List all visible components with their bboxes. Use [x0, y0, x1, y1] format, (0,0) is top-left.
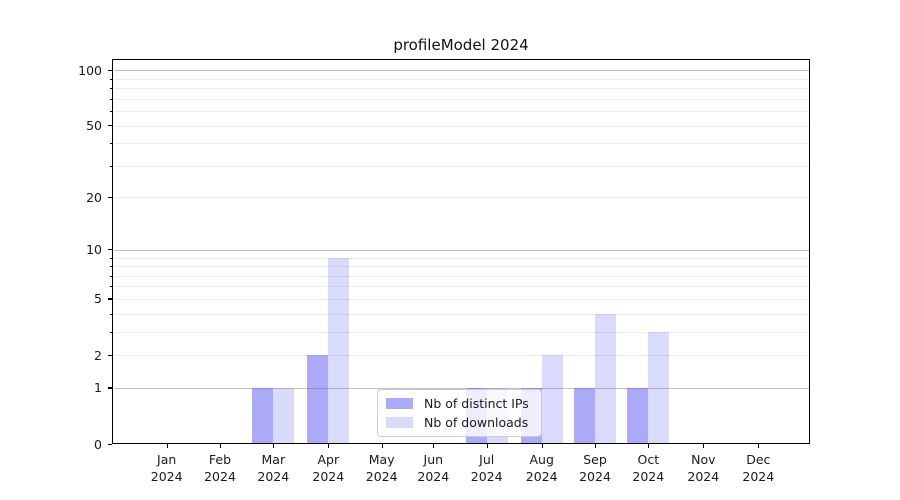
x-tick	[595, 444, 597, 448]
y-tick-label: 2	[94, 347, 102, 363]
legend: Nb of distinct IPs Nb of downloads	[377, 389, 542, 437]
y-minor-tick	[109, 98, 112, 100]
y-minor-tick	[109, 275, 112, 277]
y-minor-tick	[109, 78, 112, 80]
bar-downloads-aug	[541, 355, 563, 444]
x-tick	[166, 444, 168, 448]
bar-downloads-mar	[273, 387, 295, 444]
y-tick-label: 5	[94, 291, 102, 307]
bar-downloads-sep	[595, 313, 616, 444]
y-tick-label: 100	[78, 62, 102, 78]
legend-entry-downloads: Nb of downloads	[386, 415, 533, 430]
legend-label-distinct-ips: Nb of distinct IPs	[424, 396, 529, 411]
y-tick	[108, 387, 112, 389]
y-minor-tick	[109, 286, 112, 288]
legend-swatch-distinct-ips	[386, 398, 413, 409]
y-minor-gridline	[113, 331, 809, 333]
y-tick	[108, 196, 112, 199]
y-tick-label: 50	[86, 118, 102, 134]
x-tick-label: Apr 2024	[312, 452, 345, 484]
x-tick	[220, 444, 222, 448]
x-tick-label: Feb 2024	[204, 452, 236, 484]
bar-distinct-ips-sep	[574, 387, 595, 444]
y-minor-gridline	[113, 355, 809, 357]
x-tick-label: Jul 2024	[470, 452, 503, 484]
x-tick	[541, 444, 543, 448]
x-tick-label: Jan 2024	[150, 452, 183, 484]
y-tick	[108, 298, 112, 300]
y-major-gridline	[113, 387, 809, 389]
bar-distinct-ips-oct	[627, 387, 649, 444]
y-minor-tick	[109, 143, 112, 145]
x-tick	[273, 444, 275, 448]
x-tick-label: Aug 2024	[525, 452, 558, 484]
y-minor-gridline	[113, 78, 809, 80]
y-minor-gridline	[113, 197, 809, 199]
y-minor-gridline	[113, 275, 809, 277]
y-minor-tick	[109, 266, 112, 268]
legend-entry-distinct-ips: Nb of distinct IPs	[386, 396, 533, 411]
chart-title: profileModel 2024	[393, 36, 529, 54]
bar-distinct-ips-apr	[307, 355, 329, 444]
y-minor-gridline	[113, 125, 809, 127]
x-tick	[328, 444, 330, 448]
y-tick	[108, 443, 112, 445]
y-tick-label: 20	[86, 189, 102, 205]
y-minor-gridline	[113, 257, 809, 259]
x-tick	[381, 444, 383, 448]
x-tick-label: Mar 2024	[257, 452, 290, 484]
y-minor-tick	[109, 313, 112, 315]
x-tick	[703, 444, 705, 448]
y-minor-gridline	[113, 313, 809, 315]
y-minor-gridline	[113, 165, 809, 167]
y-minor-tick	[109, 331, 112, 333]
legend-label-downloads: Nb of downloads	[424, 415, 529, 430]
y-tick	[108, 69, 112, 71]
y-tick-label: 0	[94, 436, 102, 452]
bar-downloads-apr	[328, 257, 350, 444]
y-minor-gridline	[113, 143, 809, 145]
x-tick-label: Oct 2024	[632, 452, 665, 484]
x-tick	[648, 444, 650, 448]
x-tick-label: Jun 2024	[417, 452, 450, 484]
x-tick	[433, 444, 435, 448]
y-minor-tick	[109, 111, 112, 113]
x-tick	[486, 444, 488, 448]
y-minor-tick	[109, 165, 112, 167]
y-tick-label: 1	[94, 380, 102, 396]
legend-swatch-downloads	[386, 417, 413, 428]
x-tick	[758, 444, 760, 448]
y-minor-gridline	[113, 266, 809, 268]
y-tick	[108, 249, 112, 251]
y-minor-gridline	[113, 88, 809, 90]
y-minor-gridline	[113, 111, 809, 113]
bar-distinct-ips-mar	[252, 387, 274, 444]
y-minor-gridline	[113, 286, 809, 288]
y-minor-tick	[109, 88, 112, 90]
x-tick-label: May 2024	[365, 452, 398, 484]
y-minor-tick	[109, 257, 112, 259]
x-tick-label: Dec 2024	[742, 452, 775, 484]
axes-spines	[112, 59, 810, 444]
y-minor-gridline	[113, 298, 809, 300]
y-tick	[108, 125, 112, 127]
y-major-gridline	[113, 249, 809, 251]
y-tick	[108, 354, 112, 356]
y-minor-gridline	[113, 98, 809, 100]
y-major-gridline	[113, 70, 809, 72]
x-tick-label: Nov 2024	[687, 452, 720, 484]
bar-downloads-oct	[648, 331, 670, 444]
y-tick-label: 10	[86, 242, 102, 258]
x-tick-label: Sep 2024	[579, 452, 611, 484]
